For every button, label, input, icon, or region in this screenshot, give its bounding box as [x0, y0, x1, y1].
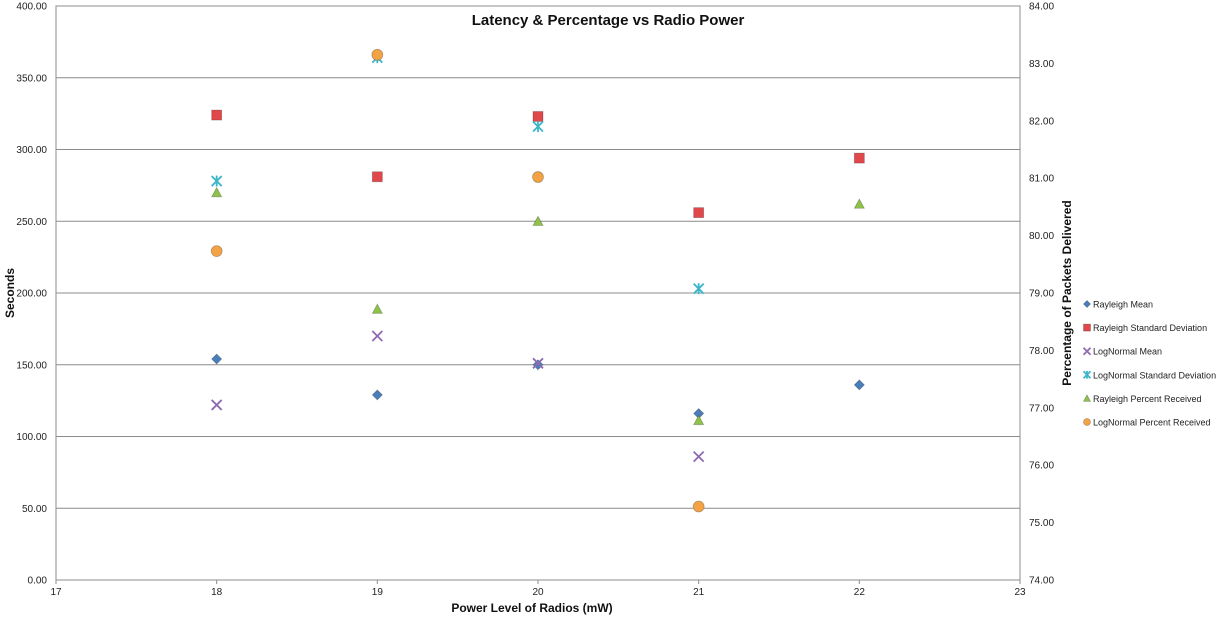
data-point: [532, 111, 544, 122]
y-tick-label: 0.00: [28, 576, 48, 587]
data-point: [692, 414, 705, 426]
chart-title: Latency & Percentage vs Radio Power: [472, 12, 745, 29]
legend: Rayleigh Mean Rayleigh Standard Deviation…: [1082, 299, 1216, 428]
data-point: [371, 48, 384, 61]
legend-entry: Rayleigh Standard Deviation: [1083, 323, 1207, 333]
data-point: [532, 120, 544, 133]
data-point: [853, 379, 865, 391]
y2-tick-label: 84.00: [1029, 2, 1054, 13]
data-point: [211, 109, 223, 121]
y2-tick-label: 82.00: [1029, 116, 1054, 127]
data-point: [211, 399, 223, 411]
data-markers: [210, 48, 866, 513]
x-axis-title: Power Level of Radios (mW): [451, 601, 612, 615]
legend-marker: [1082, 347, 1092, 356]
y-tick-label: 400.00: [16, 2, 47, 13]
legend-label: LogNormal Standard Deviation: [1093, 370, 1216, 380]
legend-marker: [1083, 418, 1091, 426]
data-point: [371, 303, 384, 314]
data-point: [693, 450, 705, 463]
y2-axis-title: Percentage of Packets Delivered: [1060, 200, 1074, 385]
x-tick-label: 19: [372, 587, 384, 598]
data-point: [693, 283, 705, 295]
y2-tick-label: 76.00: [1029, 461, 1054, 472]
data-point: [211, 353, 223, 365]
data-point: [371, 171, 383, 183]
y-tick-label: 250.00: [16, 217, 47, 228]
y2-tick-label: 77.00: [1029, 403, 1054, 414]
y-tick-label: 200.00: [16, 289, 47, 300]
legend-marker: [1082, 394, 1092, 402]
legend-marker: [1083, 323, 1091, 332]
data-point: [532, 171, 544, 183]
y-axis-title: Seconds: [3, 268, 17, 318]
data-point: [853, 152, 865, 164]
tick-labels: 0.00 50.00 100.00 150.00 200.00 250.00 300.00 3…: [16, 2, 1054, 599]
data-point: [371, 389, 383, 401]
legend-marker: [1082, 299, 1092, 309]
y2-tick-label: 78.00: [1029, 346, 1054, 357]
legend-entry: Rayleigh Percent Received: [1082, 394, 1202, 404]
y-tick-label: 350.00: [16, 73, 47, 84]
legend-entry: Rayleigh Mean: [1082, 299, 1153, 310]
data-point: [532, 215, 544, 226]
data-point: [211, 175, 223, 187]
legend-entry: LogNormal Mean: [1082, 347, 1162, 357]
legend-entry: LogNormal Standard Deviation: [1082, 370, 1216, 380]
data-point: [210, 186, 223, 198]
data-point: [210, 245, 223, 257]
data-point: [853, 198, 866, 209]
legend-label: LogNormal Mean: [1093, 347, 1162, 357]
y-tick-label: 50.00: [22, 504, 47, 515]
x-tick-label: 23: [1014, 587, 1026, 598]
y2-tick-label: 83.00: [1029, 59, 1054, 70]
data-point: [371, 330, 383, 342]
x-tick-label: 22: [854, 587, 866, 598]
y2-tick-label: 75.00: [1029, 518, 1054, 529]
x-tick-label: 20: [532, 587, 544, 598]
data-point: [532, 357, 544, 369]
legend-marker: [1082, 370, 1092, 379]
legend-label: LogNormal Percent Received: [1093, 418, 1211, 428]
y2-tick-label: 74.00: [1029, 576, 1054, 587]
data-point: [532, 359, 544, 371]
y2-tick-label: 79.00: [1029, 289, 1054, 300]
y2-tick-label: 81.00: [1029, 174, 1054, 185]
y-tick-label: 300.00: [16, 145, 47, 156]
x-tick-label: 17: [50, 587, 62, 598]
legend-label: Rayleigh Standard Deviation: [1093, 323, 1207, 333]
legend-entry: LogNormal Percent Received: [1083, 418, 1211, 428]
x-tick-label: 18: [211, 587, 223, 598]
y-tick-label: 100.00: [16, 432, 47, 443]
legend-label: Rayleigh Percent Received: [1093, 394, 1202, 404]
data-point: [693, 207, 705, 219]
y2-tick-label: 80.00: [1029, 231, 1054, 242]
data-point: [692, 500, 705, 513]
y-tick-label: 150.00: [16, 360, 47, 371]
legend-label: Rayleigh Mean: [1093, 300, 1153, 310]
x-tick-label: 21: [693, 587, 705, 598]
